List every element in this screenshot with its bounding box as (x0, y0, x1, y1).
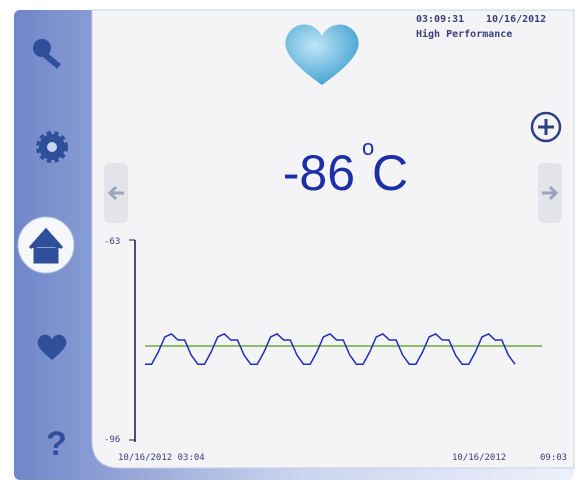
page: {"header": {"time": "03:09:31", "date": … (0, 0, 582, 483)
temperature-value: -86 (283, 145, 355, 201)
screen: ? 03:09:31 10/16/2012 High Performance -… (0, 0, 582, 483)
date: 10/16/2012 (486, 14, 546, 25)
x-start-label: 10/16/2012 03:04 (118, 453, 205, 463)
y-tick-label: -96 (104, 435, 120, 445)
temperature-unit: C (372, 145, 408, 201)
clock: 03:09:31 (416, 14, 464, 25)
settings-icon[interactable] (39, 134, 65, 160)
x-end-time: 09:03 (540, 453, 567, 463)
help-icon[interactable]: ? (46, 425, 67, 463)
mode: High Performance (416, 28, 512, 40)
main-panel (92, 10, 574, 468)
x-end-date: 10/16/2012 (452, 453, 506, 463)
y-tick-label: -63 (104, 237, 120, 247)
